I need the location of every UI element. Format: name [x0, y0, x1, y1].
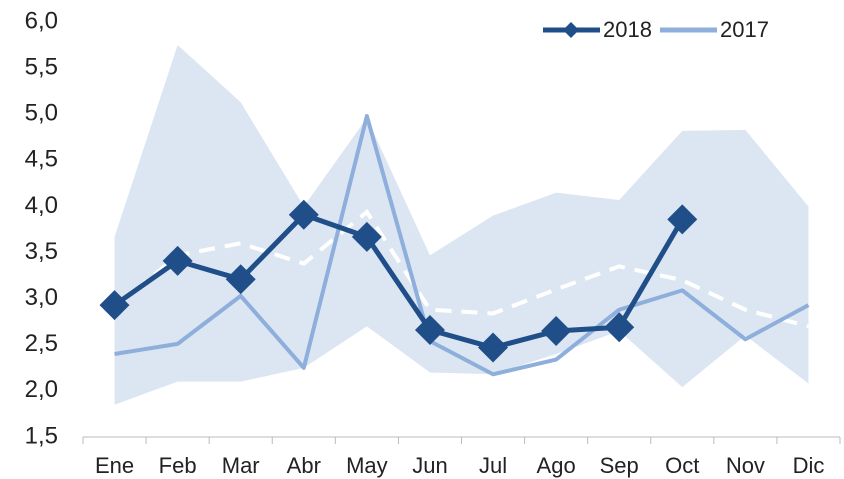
y-tick-label: 4,0 — [25, 192, 58, 219]
y-tick-label: 2,5 — [25, 330, 58, 357]
x-tick-label: Oct — [665, 453, 699, 478]
x-tick-label: Mar — [222, 453, 260, 478]
x-tick-label: Jul — [479, 453, 507, 478]
y-tick-label: 2,0 — [25, 376, 58, 403]
marker — [162, 245, 193, 276]
average-line — [113, 209, 809, 329]
x-tick-label: Abr — [287, 453, 321, 478]
x-tick-label: Dic — [793, 453, 825, 478]
marker — [667, 204, 698, 235]
marker — [225, 264, 256, 295]
y-tick-label: 5,0 — [25, 100, 58, 127]
y-tick-label: 1,5 — [25, 422, 58, 449]
y-tick-label: 5,5 — [25, 53, 58, 80]
marker — [99, 290, 130, 321]
marker — [604, 312, 635, 343]
marker — [351, 221, 382, 252]
y-tick-label: 3,0 — [25, 284, 58, 311]
series-line — [114, 114, 810, 377]
x-tick-label: Jun — [412, 453, 447, 478]
series-line — [113, 212, 685, 351]
marker — [288, 199, 319, 230]
y-tick-label: 4,5 — [25, 146, 58, 173]
x-tick-label: Ago — [537, 453, 576, 478]
legend-marker — [563, 22, 579, 38]
x-tick-label: Ene — [95, 453, 134, 478]
y-tick-label: 3,5 — [25, 238, 58, 265]
range-band — [114, 45, 809, 405]
marker — [541, 315, 572, 346]
x-tick-label: Sep — [600, 453, 639, 478]
marker — [478, 332, 509, 363]
marker — [414, 315, 445, 346]
x-tick-label: May — [346, 453, 388, 478]
legend-label: 2018 — [603, 17, 652, 42]
y-tick-label: 6,0 — [25, 7, 58, 34]
x-tick-label: Nov — [726, 453, 765, 478]
x-tick-label: Feb — [159, 453, 197, 478]
legend-label: 2017 — [720, 17, 769, 42]
